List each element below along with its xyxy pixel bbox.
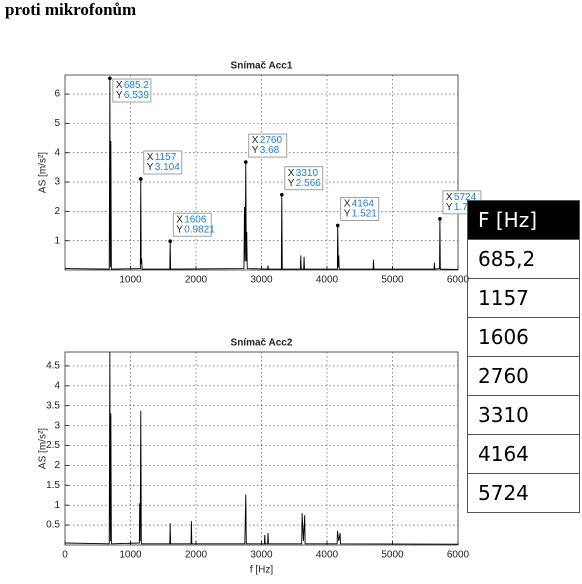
y-tick-label: 4.5: [46, 361, 60, 372]
y-axis-label: AS [m/s²]: [38, 152, 49, 193]
datatip-y-value: 3.104: [155, 162, 180, 173]
table-row: F [Hz]: [467, 200, 580, 240]
datatip-y-value: 3.68: [260, 145, 280, 156]
datatip-x-value: 4164: [352, 199, 375, 210]
spectrum-line: [64, 351, 459, 545]
table-row: 2760: [467, 356, 580, 396]
datatip-x-value: 1157: [155, 152, 177, 163]
x-tick-label: 0: [62, 550, 68, 561]
y-tick-label: 3: [54, 420, 60, 431]
datatip-marker: [168, 239, 172, 244]
datatip-x-key: X: [344, 199, 351, 210]
y-axis-label: AS [m/s²]: [38, 428, 49, 469]
datatip-y-key: Y: [252, 145, 259, 156]
y-tick-label: 0.5: [46, 520, 60, 531]
chart-title: Snímač Acc2: [231, 338, 293, 349]
datatip-y-value: 6.539: [124, 90, 149, 101]
chart-title: Snímač Acc1: [231, 61, 293, 72]
table-row: 1606: [467, 317, 580, 357]
datatip-x-value: 685.2: [124, 80, 149, 91]
datatip-marker: [438, 217, 442, 221]
datatip-y-value: 1.745: [454, 202, 479, 213]
y-tick-label: 1: [54, 500, 60, 511]
datatip-marker: [335, 223, 340, 228]
y-tick-label: 2: [54, 460, 60, 471]
table-cell: 4164: [467, 434, 580, 474]
y-tick-label: 3.5: [46, 400, 60, 411]
x-tick-label: 2000: [185, 275, 208, 286]
datatip-marker: [138, 177, 143, 181]
datatip-y-key: Y: [446, 202, 453, 213]
datatip-y-value: 0.9821: [184, 224, 215, 235]
datatip-box: [172, 212, 212, 237]
datatip-x-value: 3310: [296, 168, 319, 179]
datatip-x-key: X: [446, 192, 453, 203]
table-cell: 5724: [467, 473, 580, 513]
y-tick-label: 6: [54, 89, 60, 100]
x-tick-label: 3000: [250, 275, 273, 286]
datatip-y-key: Y: [116, 90, 123, 101]
x-axis-label: f [Hz]: [250, 565, 274, 576]
table-cell: 685,2: [467, 239, 580, 279]
x-tick-label: 3000: [250, 550, 273, 561]
datatip-y-key: Y: [344, 209, 351, 220]
table-cell: 1606: [467, 317, 580, 357]
datatip-marker: [243, 160, 248, 164]
table-row: 5724: [467, 473, 580, 513]
x-tick-label: 6000: [447, 275, 470, 286]
datatip-box: [112, 78, 152, 103]
datatip-marker: [280, 192, 284, 197]
x-tick-label: 5000: [381, 275, 404, 286]
y-tick-label: 2: [54, 206, 60, 217]
datatip-y-key: Y: [288, 178, 295, 189]
y-tick-label: 3: [54, 177, 60, 188]
spectrum-line: [64, 78, 459, 270]
datatip-marker: [108, 76, 112, 81]
datatip-y-key: Y: [176, 224, 183, 235]
x-tick-label: 4000: [316, 275, 339, 286]
datatip-x-key: X: [147, 152, 154, 163]
datatip-x-key: X: [116, 80, 123, 91]
datatip-x-value: 2760: [260, 135, 283, 146]
datatip-x-key: X: [176, 214, 183, 225]
table-cell: 3310: [467, 395, 580, 435]
table-row: 3310: [467, 395, 580, 435]
y-tick-label: 2.5: [46, 440, 60, 451]
x-tick-label: 4000: [316, 550, 339, 561]
datatip-x-value: 5724: [454, 192, 477, 203]
table-row: 4164: [467, 434, 580, 474]
datatip-box: [340, 196, 380, 221]
table-body: F [Hz] 685,2 1157 1606 2760 3310 4164 5724: [467, 200, 580, 513]
datatip-y-key: Y: [147, 162, 154, 173]
datatip-box: [284, 166, 324, 191]
x-tick-label: 1000: [119, 550, 142, 561]
table-row: 685,2: [467, 239, 580, 279]
datatip-y-value: 2.566: [296, 178, 321, 189]
x-tick-label: 1000: [119, 275, 142, 286]
x-tick-label: 6000: [447, 550, 470, 561]
y-tick-label: 5: [54, 118, 60, 129]
datatip-y-value: 1.521: [352, 209, 377, 220]
table-cell: 2760: [467, 356, 580, 396]
datatip-x-value: 1606: [184, 214, 207, 225]
datatip-x-key: X: [288, 168, 295, 179]
datatip-x-key: X: [252, 135, 259, 146]
y-tick-label: 4: [54, 147, 60, 158]
y-tick-label: 4: [54, 380, 60, 391]
y-tick-label: 1: [54, 235, 60, 246]
table-cell: 1157: [467, 278, 580, 318]
heading: proti mikrofonům: [5, 0, 137, 19]
datatip-box: [248, 133, 288, 158]
table-header: F [Hz]: [467, 200, 580, 240]
datatip-box: [143, 150, 183, 175]
table-row: 1157: [467, 278, 580, 318]
x-tick-label: 5000: [381, 550, 404, 561]
y-tick-label: 1.5: [46, 480, 60, 491]
frequency-table: F [Hz] 685,2 1157 1606 2760 3310 4164 5724: [467, 200, 580, 513]
x-tick-label: 2000: [185, 550, 208, 561]
